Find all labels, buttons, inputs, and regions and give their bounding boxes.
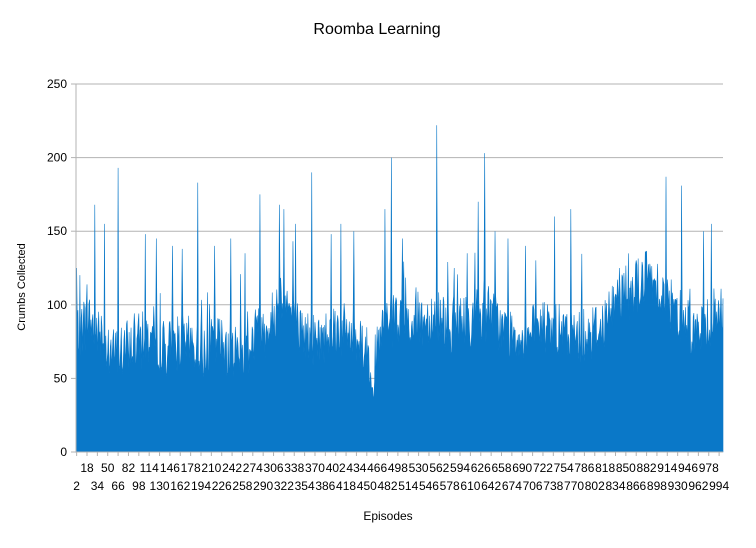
x-tick-label: 338 [284, 461, 304, 475]
series-fill [75, 125, 724, 453]
chart-title: Roomba Learning [313, 21, 440, 38]
x-axis-label: Episodes [363, 509, 412, 523]
x-tick-label: 178 [181, 461, 201, 475]
x-tick-label: 450 [357, 479, 377, 493]
x-tick-label: 18 [80, 461, 94, 475]
x-tick-label: 546 [419, 479, 439, 493]
x-tick-label: 354 [295, 479, 315, 493]
axes [75, 84, 723, 456]
x-tick-label: 386 [315, 479, 335, 493]
x-tick-label: 530 [409, 461, 429, 475]
y-tick-label: 200 [47, 151, 67, 165]
y-tick-label: 250 [47, 77, 67, 91]
x-tick-label: 194 [191, 479, 211, 493]
x-tick-label: 754 [554, 461, 574, 475]
x-tick-label: 770 [564, 479, 584, 493]
x-tick-label: 514 [398, 479, 418, 493]
x-tick-label: 50 [101, 461, 115, 475]
x-tick-label: 882 [637, 461, 657, 475]
x-tick-label: 850 [616, 461, 636, 475]
x-tick-label: 418 [336, 479, 356, 493]
x-tick-label: 802 [585, 479, 605, 493]
x-tick-label: 34 [91, 479, 105, 493]
x-tick-label: 370 [305, 461, 325, 475]
x-tick-label: 98 [132, 479, 146, 493]
x-tick-label: 786 [574, 461, 594, 475]
x-tick-label: 674 [502, 479, 522, 493]
x-tick-label: 722 [533, 461, 553, 475]
x-tick-label: 434 [346, 461, 366, 475]
x-tick-label: 626 [471, 461, 491, 475]
series-area [75, 125, 724, 453]
x-tick-label: 322 [274, 479, 294, 493]
x-tick-label: 866 [626, 479, 646, 493]
x-tick-labels: 218 34 50 66 82 98 114 130 146 162 178 194 210 226 242… [73, 461, 729, 493]
x-tick-label: 402 [326, 461, 346, 475]
x-tick-label: 930 [668, 479, 688, 493]
y-tick-label: 50 [54, 371, 68, 385]
x-tick-label: 226 [212, 479, 232, 493]
x-tick-label: 482 [378, 479, 398, 493]
x-tick-label: 66 [111, 479, 125, 493]
x-tick-label: 82 [122, 461, 136, 475]
x-tick-label: 946 [678, 461, 698, 475]
x-tick-label: 562 [429, 461, 449, 475]
x-tick-label: 290 [253, 479, 273, 493]
y-tick-label: 150 [47, 224, 67, 238]
x-tick-label: 834 [605, 479, 625, 493]
x-tick-label: 706 [523, 479, 543, 493]
x-tick-label: 258 [232, 479, 252, 493]
y-tick-labels: 0 50 100 150 200 250 [47, 77, 67, 459]
x-tick-label: 594 [450, 461, 470, 475]
x-tick-label: 738 [543, 479, 563, 493]
x-tick-label: 898 [647, 479, 667, 493]
x-tick-label: 994 [709, 479, 729, 493]
x-tick-label: 610 [460, 479, 480, 493]
x-tick-label: 162 [170, 479, 190, 493]
x-tick-label: 466 [367, 461, 387, 475]
x-tick-label: 658 [491, 461, 511, 475]
x-tick-label: 914 [657, 461, 677, 475]
x-tick-label: 962 [688, 479, 708, 493]
x-tick-label: 690 [512, 461, 532, 475]
x-tick-label: 978 [699, 461, 719, 475]
x-tick-label: 2 [73, 479, 80, 493]
x-tick-label: 114 [140, 461, 159, 475]
x-tick-label: 818 [595, 461, 615, 475]
y-axis-label: Crumbs Collected [16, 243, 28, 330]
y-tick-label: 0 [60, 445, 67, 459]
x-tick-label: 578 [440, 479, 460, 493]
x-tick-label: 242 [222, 461, 242, 475]
x-tick-label: 642 [481, 479, 501, 493]
x-tick-label: 306 [264, 461, 284, 475]
x-tick-label: 146 [160, 461, 180, 475]
x-tick-label: 498 [388, 461, 408, 475]
x-tick-label: 130 [150, 479, 170, 493]
x-tick-label: 274 [243, 461, 263, 475]
x-tick-label: 210 [201, 461, 221, 475]
y-tick-label: 100 [47, 298, 67, 312]
